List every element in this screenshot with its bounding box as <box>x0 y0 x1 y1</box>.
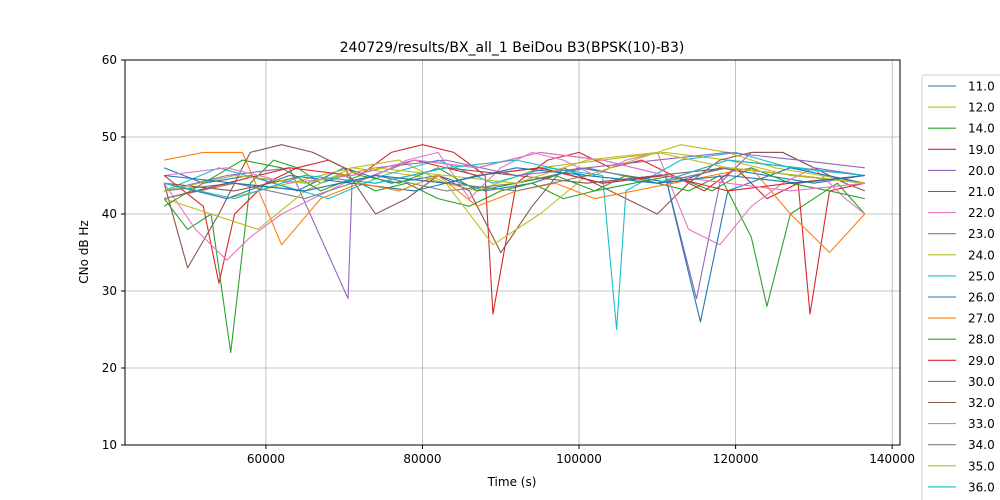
legend-label: 25.0 <box>968 269 995 283</box>
legend-items: 11.0 12.0 14.0 19.0 20.0 21.0 22.0 23.0 24.0 25.0… <box>928 80 995 494</box>
x-axis-label: Time (s) <box>487 475 537 489</box>
legend-label: 34.0 <box>968 438 995 452</box>
legend-label: 32.0 <box>968 396 995 410</box>
x-ticks: 60000 80000 100000 120000 140000 <box>247 445 915 466</box>
legend-label: 36.0 <box>968 480 995 494</box>
y-tick-label: 30 <box>102 284 117 298</box>
y-tick-label: 40 <box>102 207 117 221</box>
legend-label: 14.0 <box>968 122 995 136</box>
legend-label: 27.0 <box>968 312 995 326</box>
legend-label: 24.0 <box>968 248 995 262</box>
legend-label: 12.0 <box>968 101 995 115</box>
legend-label: 33.0 <box>968 417 995 431</box>
series-line-25.0 <box>163 151 865 331</box>
x-tick-label: 120000 <box>713 452 759 466</box>
legend-label: 21.0 <box>968 185 995 199</box>
legend-label: 22.0 <box>968 206 995 220</box>
y-tick-label: 60 <box>102 53 117 67</box>
y-ticks: 10 20 30 40 50 60 <box>102 53 125 452</box>
series-line-36.0 <box>163 159 865 200</box>
x-tick-label: 60000 <box>247 452 285 466</box>
series-line-24.0 <box>163 144 865 246</box>
y-axis-label: CNo dB Hz <box>77 220 91 284</box>
legend-label: 28.0 <box>968 333 995 347</box>
x-tick-label: 80000 <box>403 452 441 466</box>
legend-label: 26.0 <box>968 291 995 305</box>
legend-label: 29.0 <box>968 354 995 368</box>
series-line-37.0 <box>164 167 865 192</box>
legend-box <box>921 74 1000 500</box>
series-line-19.0 <box>163 144 865 315</box>
chart-title: 240729/results/BX_all_1 BeiDou B3(BPSK(1… <box>340 40 685 56</box>
series-line-29.0 <box>163 159 865 200</box>
legend-label: 23.0 <box>968 227 995 241</box>
legend-label: 19.0 <box>968 143 995 157</box>
plot-background <box>125 60 900 445</box>
y-tick-label: 20 <box>102 361 117 375</box>
series-group <box>163 144 866 354</box>
x-tick-label: 100000 <box>556 452 602 466</box>
legend: 11.0 12.0 14.0 19.0 20.0 21.0 22.0 23.0 24.0 25.0… <box>921 74 1000 500</box>
y-tick-label: 10 <box>102 438 117 452</box>
legend-label: 20.0 <box>968 164 995 178</box>
series-line-35.0 <box>163 151 865 192</box>
legend-label: 30.0 <box>968 375 995 389</box>
legend-label: 11.0 <box>968 80 995 94</box>
plot-frame <box>124 59 901 446</box>
legend-label: 35.0 <box>968 459 995 473</box>
x-tick-label: 140000 <box>869 452 915 466</box>
y-tick-label: 50 <box>102 130 117 144</box>
